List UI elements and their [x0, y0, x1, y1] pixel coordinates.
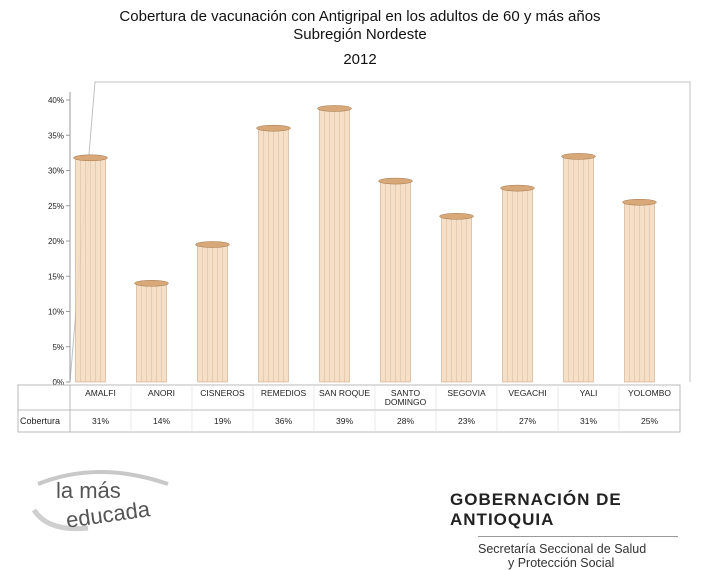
secretaria-line1: Secretaría Seccional de Salud — [478, 542, 647, 556]
y-tick-label: 40% — [48, 96, 64, 105]
y-tick-label: 20% — [48, 237, 64, 246]
table-row-label: Cobertura — [20, 416, 60, 426]
bar-cap — [134, 280, 169, 287]
x-category-label: SANTO — [391, 388, 421, 398]
x-category-label: AMALFI — [85, 388, 116, 398]
secretaria-line2: y Protección Social — [508, 556, 615, 570]
bar-cap — [195, 241, 230, 248]
table-value-label: 36% — [275, 416, 292, 426]
table-value-label: 28% — [397, 416, 414, 426]
x-category-label: SEGOVIA — [447, 388, 486, 398]
chart-title-line1: Cobertura de vacunación con Antigripal e… — [119, 8, 601, 25]
table-value-label: 31% — [92, 416, 109, 426]
chart-title-line3: 2012 — [343, 51, 377, 68]
logo-left-line1: la más — [56, 478, 121, 503]
bar-cap — [500, 184, 535, 192]
bar-cap — [256, 124, 291, 132]
x-category-label: YOLOMBO — [628, 388, 671, 398]
x-category-label: ANORI — [148, 388, 175, 398]
bar-cap — [622, 198, 657, 206]
table-value-label: 25% — [641, 416, 658, 426]
y-tick-label: 10% — [48, 308, 64, 317]
gobernacion-title: GOBERNACIÓN DE ANTIOQUIA — [450, 490, 622, 529]
data-table-border — [17, 384, 681, 433]
bar-cap — [561, 153, 596, 160]
bar-cap — [317, 105, 352, 112]
x-category-label: YALI — [580, 388, 598, 398]
y-tick-label: 15% — [48, 272, 64, 281]
x-category-label: SAN ROQUE — [319, 388, 370, 398]
y-tick-label: 35% — [48, 131, 64, 140]
table-value-label: 23% — [458, 416, 475, 426]
x-category-label: REMEDIOS — [261, 388, 307, 398]
logo-divider — [478, 536, 678, 537]
y-tick-label: 0% — [52, 378, 64, 387]
x-category-label: CISNEROS — [200, 388, 245, 398]
coverage-bar-chart: 0% 5% 10% 15% 20% 25% 30% 35% 40% Cobertura AMALFI… — [17, 81, 691, 433]
table-value-label: 39% — [336, 416, 353, 426]
bar-cap — [378, 177, 413, 185]
x-category-label: VEGACHI — [508, 388, 546, 398]
table-value-label: 19% — [214, 416, 231, 426]
y-tick-label: 5% — [52, 343, 64, 352]
table-value-label: 14% — [153, 416, 170, 426]
bar-cap — [439, 213, 474, 220]
table-value-label: 31% — [580, 416, 597, 426]
gobernacion-logo: GOBERNACIÓN DE ANTIOQUIA Secretaría Secc… — [450, 490, 690, 570]
la-mas-educada-logo: la más educada — [28, 462, 178, 533]
bar-cap — [73, 154, 108, 162]
chart-title-line2: Subregión Nordeste — [293, 26, 427, 43]
x-category-label: DOMINGO — [385, 397, 427, 407]
y-tick-label: 30% — [48, 167, 64, 176]
table-value-label: 27% — [519, 416, 536, 426]
y-tick-label: 25% — [48, 202, 64, 211]
